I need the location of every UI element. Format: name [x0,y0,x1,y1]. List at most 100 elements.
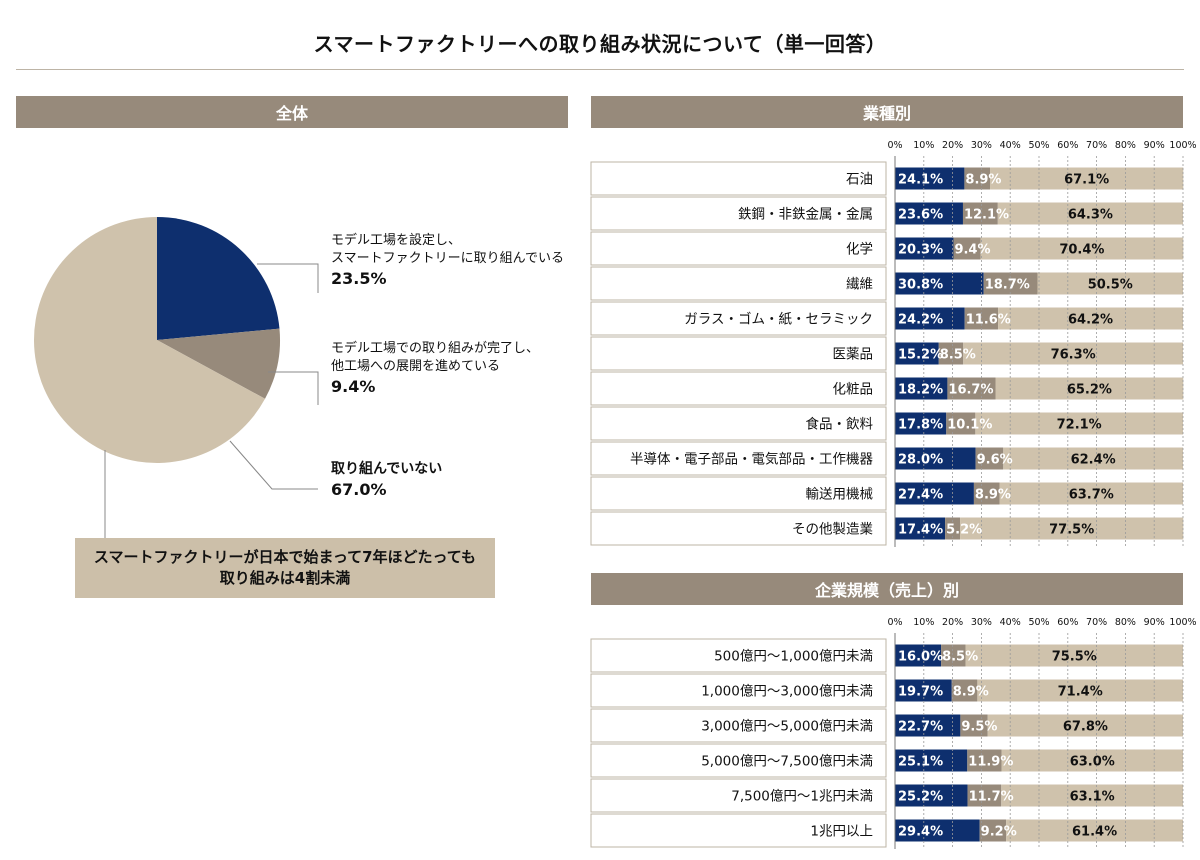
pie-leader-modeling [257,263,319,293]
size-bar-segment [967,749,1002,772]
callout-box: スマートファクトリーが日本で始まって7年ほどたっても 取り組みは4割未満 [75,538,495,598]
industry-data-label: 17.4% [898,523,943,538]
size-data-label: 11.9% [968,755,1013,770]
industry-category-box [590,511,887,546]
industry-data-label: 62.4% [1071,453,1116,468]
size-data-label: 8.9% [953,685,989,700]
size-data-label: 61.4% [1072,825,1117,840]
industry-bar-segment [990,167,1184,190]
size-tick-label: 40% [1000,617,1021,628]
size-category-box [590,743,887,778]
industry-tick-label: 40% [1000,140,1021,151]
size-tick-label: 90% [1144,617,1165,628]
industry-data-label: 12.1% [964,208,1009,223]
industry-tick-label: 20% [942,140,963,151]
size-category-label: 500億円～1,000億円未満 [714,649,873,665]
industry-data-label: 17.8% [898,418,943,433]
industry-data-label: 63.7% [1069,488,1114,503]
size-data-label: 63.1% [1070,790,1115,805]
size-bar-segment [895,714,961,737]
industry-bar-segment [1037,272,1183,295]
industry-bar-segment [997,202,1183,225]
industry-data-label: 18.7% [985,278,1030,293]
industry-category-label: ガラス・ゴム・紙・セラミック [684,311,873,328]
industry-bar-segment [946,412,976,435]
industry-data-label: 72.1% [1057,418,1102,433]
industry-category-box [590,266,887,301]
industry-data-label: 8.9% [965,173,1001,188]
industry-data-label: 64.2% [1068,313,1113,328]
industry-tick-label: 30% [971,140,992,151]
industry-category-label: 医薬品 [833,347,874,363]
industry-bar-segment [895,517,946,540]
size-tick-label: 10% [913,617,934,628]
industry-data-label: 24.2% [898,313,943,328]
pie-slice-modeling [157,217,280,340]
industry-data-label: 8.9% [975,488,1011,503]
industry-category-label: その他製造業 [792,522,873,538]
size-data-label: 11.7% [969,790,1014,805]
size-bar-segment [941,644,966,667]
industry-category-box [590,301,887,336]
size-bar-segment [951,679,978,702]
industry-tick-label: 90% [1144,140,1165,151]
industry-data-label: 5.2% [946,523,982,538]
size-tick-label: 0% [887,617,902,628]
industry-tick-label: 10% [913,140,934,151]
industry-data-label: 8.5% [940,348,976,363]
size-category-box [590,638,887,673]
page-title: スマートファクトリーへの取り組み状況について（単一回答） [313,32,887,56]
industry-category-box [590,196,887,231]
industry-data-label: 70.4% [1059,243,1104,258]
industry-data-label: 50.5% [1088,278,1133,293]
industry-data-label: 9.4% [954,243,990,258]
size-category-label: 7,500億円～1兆円未満 [731,789,873,805]
size-tick-label: 50% [1028,617,1049,628]
industry-data-label: 64.3% [1068,208,1113,223]
size-bar-segment [965,644,1183,667]
industry-data-label: 11.6% [966,313,1011,328]
industry-category-box [590,231,887,266]
size-bar-segment [1001,749,1183,772]
pie-label-expanding: モデル工場での取り組みが完了し、 他工場への展開を進めている 9.4% [331,340,539,398]
industry-category-label: 食品・飲料 [806,416,874,433]
size-tick-label: 60% [1057,617,1078,628]
pie-label-expanding-pct: 9.4% [331,377,376,396]
size-category-label: 5,000億円～7,500億円未満 [701,754,873,770]
industry-bar-segment [983,272,1038,295]
industry-bar-segment [938,342,964,365]
industry-bar-segment [980,237,1184,260]
industry-data-label: 28.0% [898,453,943,468]
pie-slice-expanding [157,328,280,399]
pie-label-modeling-line1: モデル工場を設定し、 [331,233,462,248]
industry-category-label: 繊維 [846,277,873,293]
size-data-label: 9.5% [961,720,997,735]
pie-label-modeling-line2: スマートファクトリーに取り組んでいる [331,251,564,266]
size-category-box [590,778,887,813]
industry-tick-label: 50% [1028,140,1049,151]
industry-category-label: 化学 [846,242,873,258]
pie-label-expanding-line2: 他工場への展開を進めている [331,359,501,374]
industry-category-box [590,161,887,196]
size-data-label: 19.7% [898,685,943,700]
size-category-box [590,708,887,743]
industry-data-label: 9.6% [977,453,1013,468]
callout-line1: スマートファクトリーが日本で始まって7年ほどたっても [93,548,477,566]
industry-bar-segment [1003,447,1183,470]
industry-bar-segment [964,307,999,330]
industry-tick-label: 80% [1115,140,1136,151]
industry-bar-segment [895,167,965,190]
industry-bar-segment [947,377,996,400]
size-data-label: 29.4% [898,825,943,840]
pie-label-modeling-pct: 23.5% [331,269,387,288]
industry-category-label: 石油 [846,172,873,188]
size-data-label: 75.5% [1052,650,1097,665]
size-bar-segment [977,679,1183,702]
industry-bar-segment [963,342,1183,365]
size-bar-segment [895,819,980,842]
pie-label-not-working: 取り組んでいない 67.0% [331,459,442,501]
industry-data-label: 18.2% [898,383,943,398]
industry-bar-segment [964,167,991,190]
size-data-label: 25.1% [898,755,943,770]
industry-tick-label: 60% [1057,140,1078,151]
